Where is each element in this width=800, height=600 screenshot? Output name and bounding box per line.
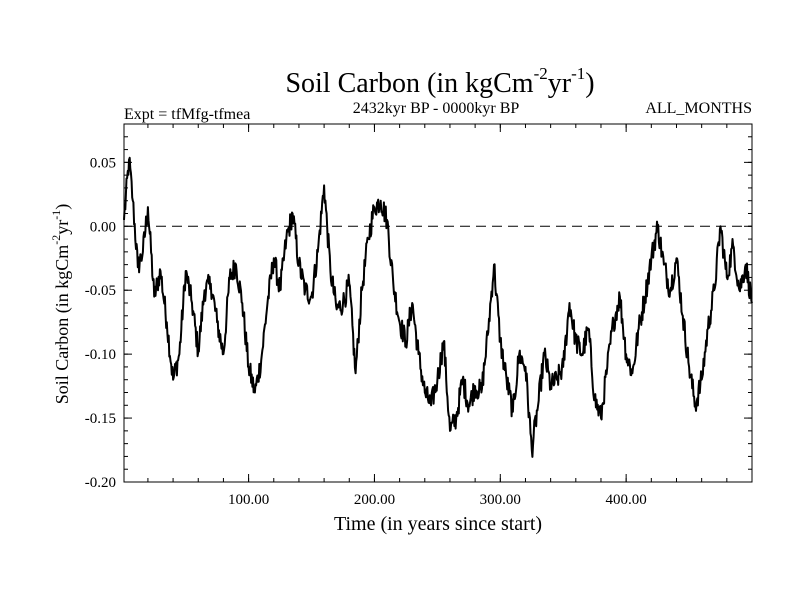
- y-tick-label: -0.05: [85, 283, 116, 299]
- y-tick-label: -0.10: [85, 347, 116, 363]
- subtitle-left: Expt = tfMfg-tfmea: [124, 106, 250, 123]
- chart-title-sup2: -1: [571, 64, 585, 83]
- y-axis-label-sup1: -2: [49, 235, 63, 245]
- subtitle-center: 2432kyr BP - 0000kyr BP: [353, 100, 520, 117]
- y-axis-label-main: Soil Carbon (in kgCm: [52, 245, 73, 405]
- x-tick-label: 100.00: [228, 492, 269, 508]
- y-axis-label: Soil Carbon (in kgCm-2yr-1): [49, 204, 73, 405]
- series-line: [123, 156, 753, 458]
- x-tick-label: 300.00: [480, 492, 521, 508]
- y-tick-label: -0.20: [85, 475, 116, 491]
- x-axis-label: Time (in years since start): [334, 513, 542, 535]
- chart-title-end: ): [585, 68, 594, 99]
- x-axis-ticks: 100.00 200.00 300.00 400.00: [147, 124, 728, 508]
- y-axis-ticks: 0.05 0.00 -0.05 -0.10 -0.15 -0.20: [85, 123, 752, 491]
- y-tick-label: -0.15: [85, 411, 116, 427]
- chart-title-mid: yr: [548, 68, 572, 99]
- y-axis-label-sup2: -1: [49, 210, 63, 220]
- x-tick-label: 200.00: [354, 492, 395, 508]
- chart-title-main: Soil Carbon (in kgCm: [285, 68, 533, 99]
- y-tick-label: 0.00: [90, 219, 116, 235]
- y-axis-label-end: ): [52, 204, 73, 210]
- subtitle-right: ALL_MONTHS: [645, 100, 752, 117]
- y-axis-label-mid: yr: [52, 220, 72, 235]
- chart-title-sup1: -2: [534, 64, 548, 83]
- plot-frame: [123, 123, 753, 483]
- x-tick-label: 400.00: [606, 492, 647, 508]
- y-tick-label: 0.05: [90, 155, 116, 171]
- chart-title: Soil Carbon (in kgCm-2yr-1): [285, 64, 594, 99]
